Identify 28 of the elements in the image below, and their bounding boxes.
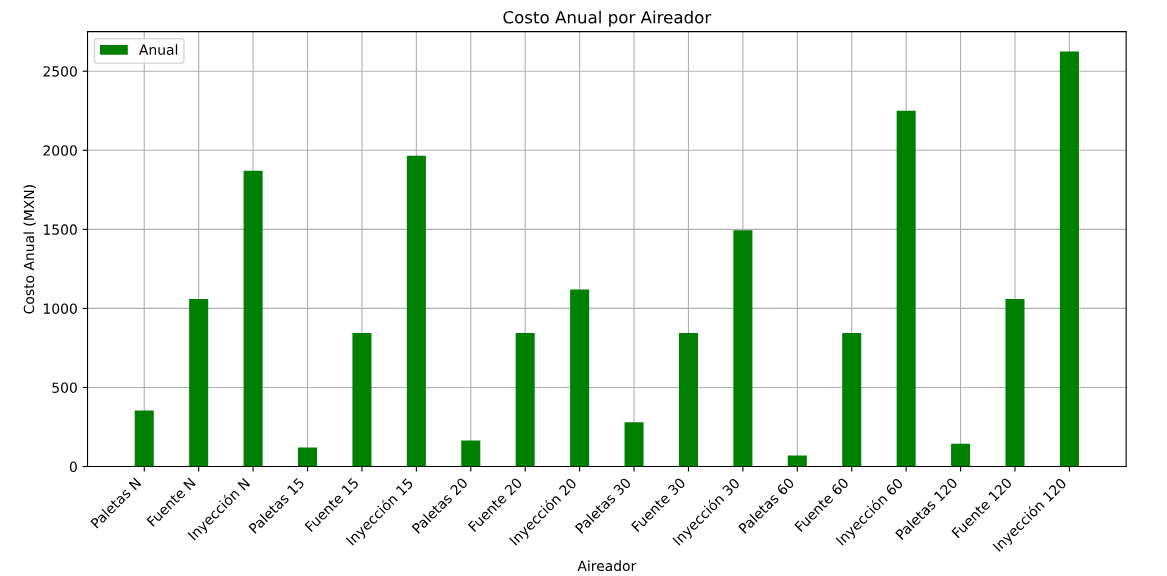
bar [298, 447, 318, 467]
bar [1005, 298, 1025, 467]
y-tick-label: 2500 [43, 66, 77, 77]
y-tick-label: 500 [52, 382, 77, 393]
bar [896, 110, 916, 467]
y-axis-title: Costo Anual (MXN) [23, 185, 36, 314]
bar [352, 332, 372, 467]
y-tick-label: 2000 [43, 145, 77, 156]
y-tick-label: 1500 [43, 224, 77, 235]
bar [842, 332, 862, 467]
bar [678, 332, 698, 467]
bar [134, 410, 154, 467]
bar [570, 289, 590, 467]
chart-title: Costo Anual por Aireador [503, 10, 712, 27]
bar [189, 298, 209, 467]
bar [951, 443, 971, 467]
bar [1059, 51, 1079, 467]
bar [733, 230, 753, 467]
x-axis-title: Aireador [577, 560, 637, 572]
bar [624, 422, 644, 467]
bar [461, 440, 481, 467]
bar [787, 455, 807, 467]
legend-label: Anual [139, 44, 178, 55]
bar [515, 332, 535, 467]
bar [406, 155, 426, 467]
y-tick-label: 1000 [43, 303, 77, 314]
bar [243, 170, 263, 467]
y-tick-label: 0 [69, 461, 77, 473]
